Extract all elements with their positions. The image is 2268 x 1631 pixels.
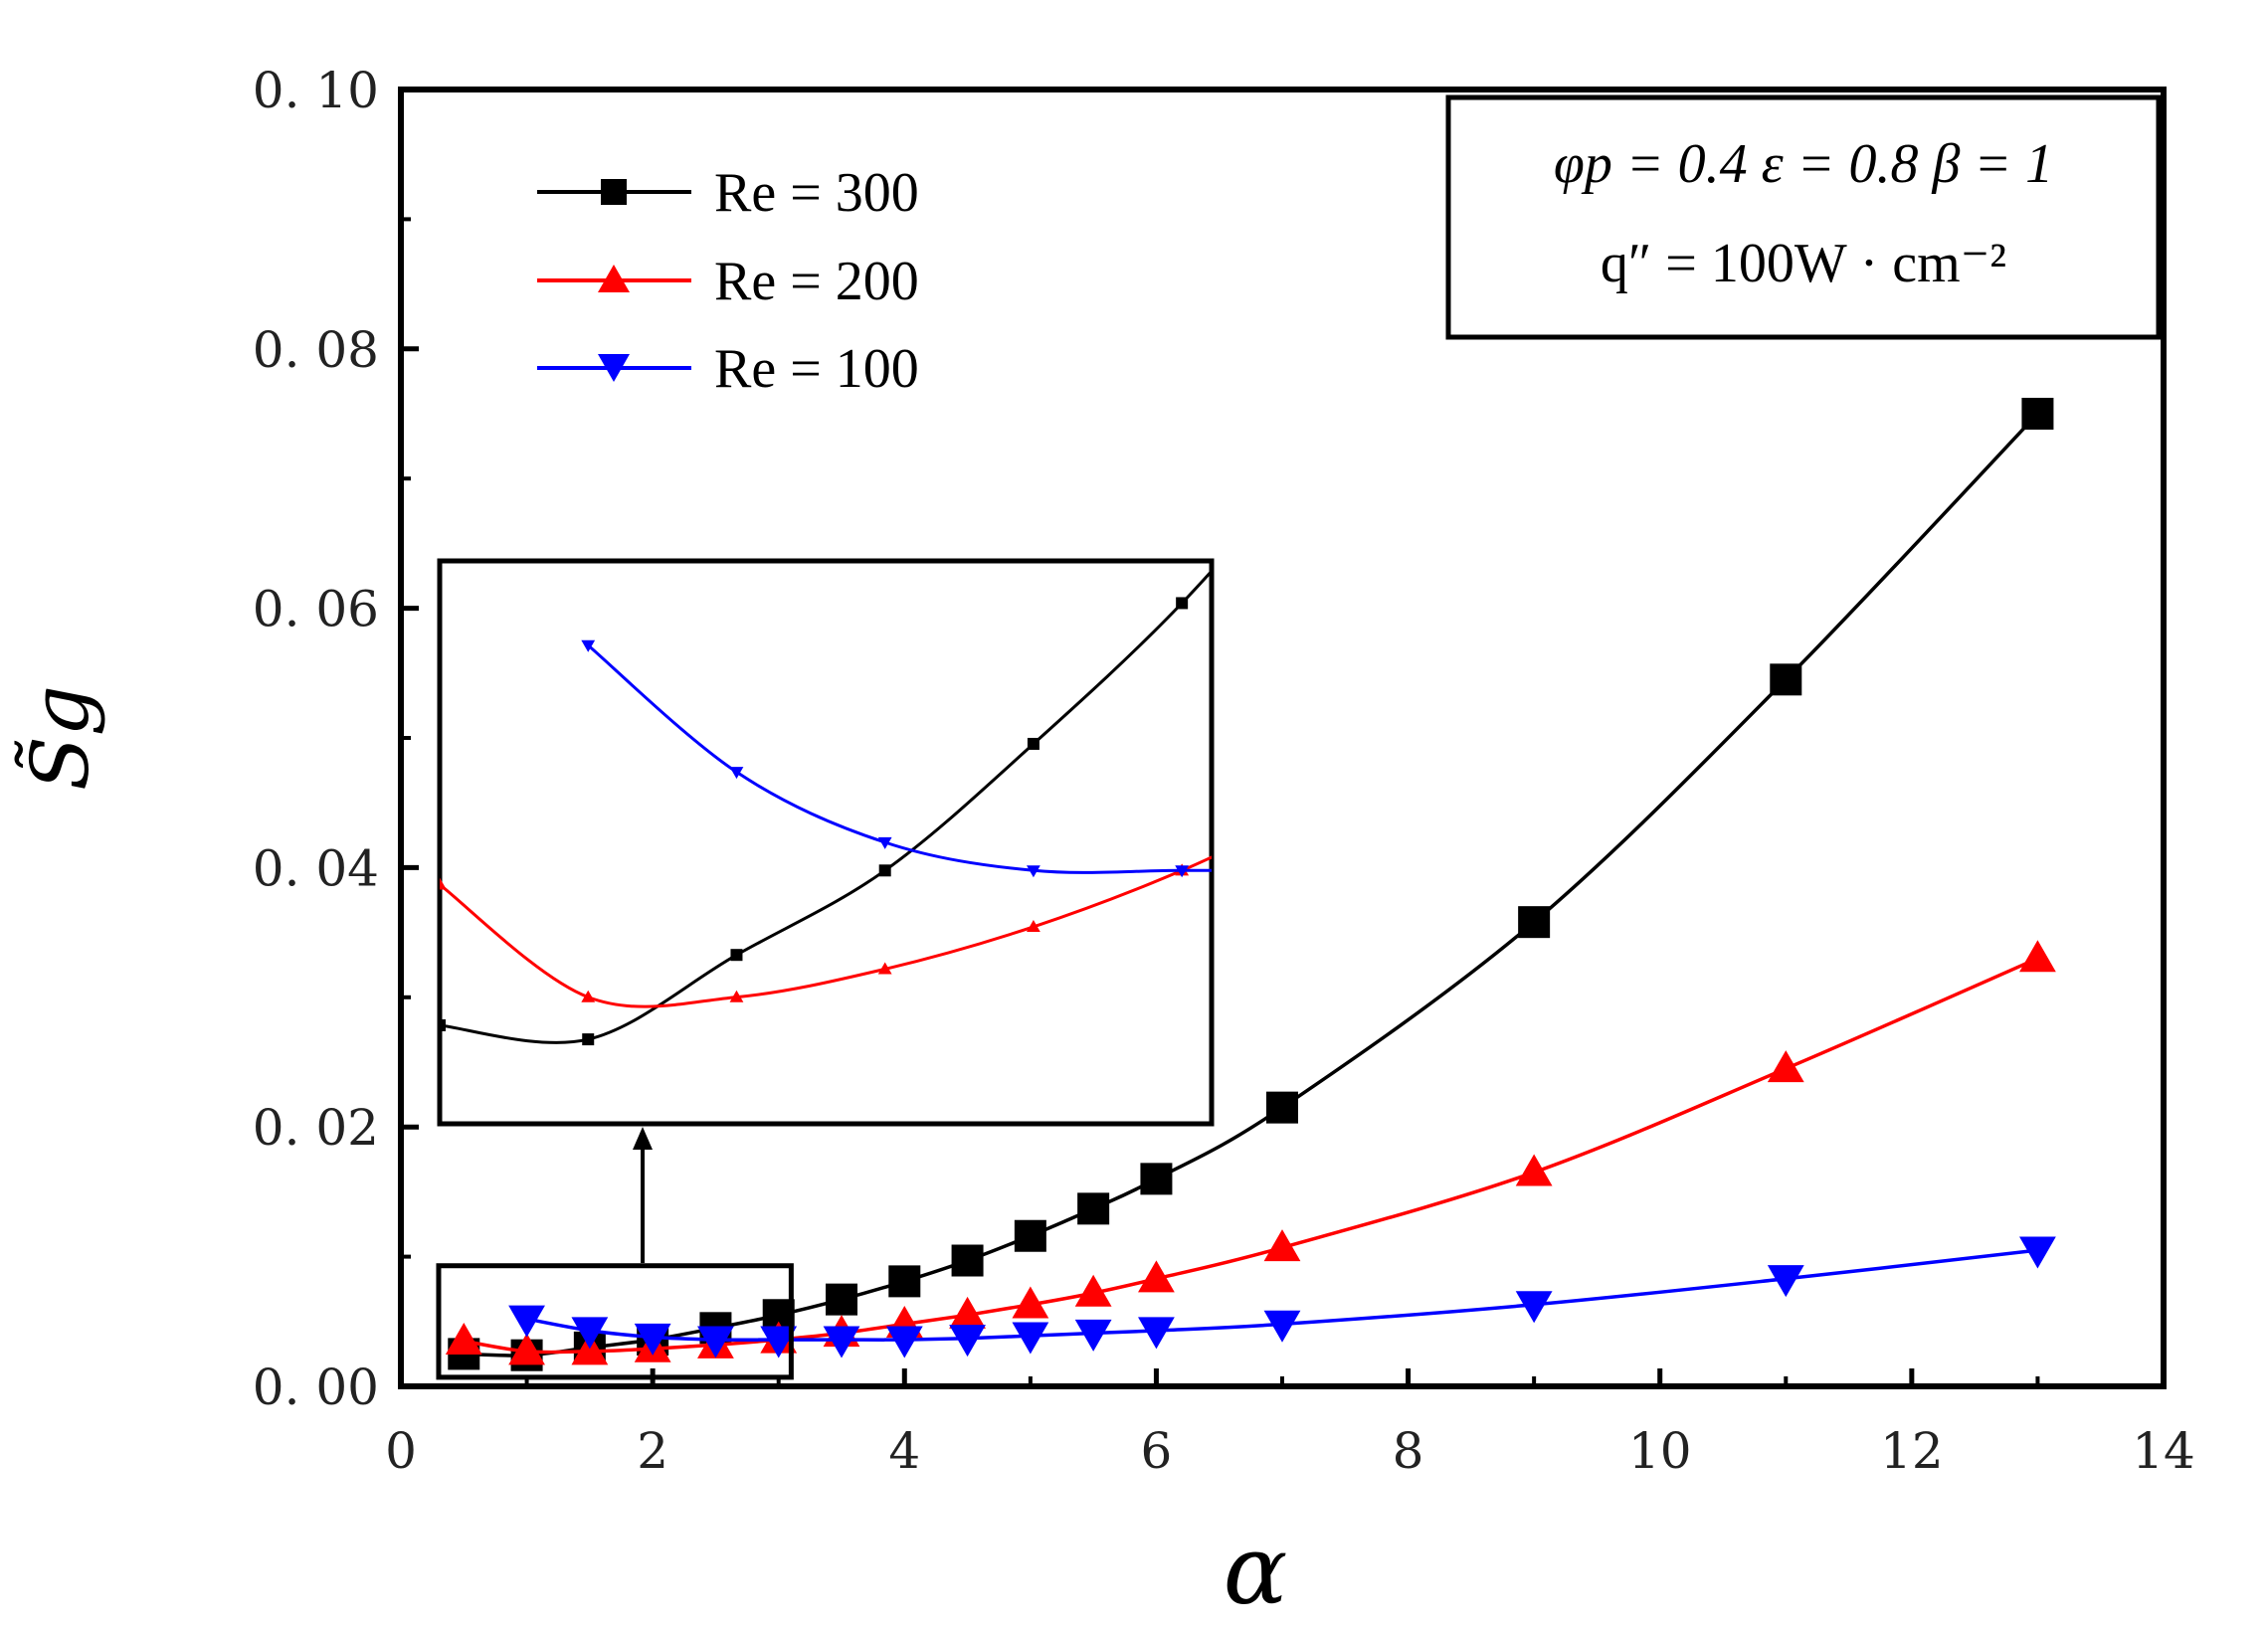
x-tick-label: 10 xyxy=(1628,1422,1692,1480)
series-line-2 xyxy=(526,1248,2038,1343)
data-point xyxy=(951,1244,984,1277)
inset-point xyxy=(440,1018,446,1031)
data-point xyxy=(826,1283,857,1316)
svg-text:S̃g: S̃g xyxy=(13,685,106,791)
x-tick-label: 6 xyxy=(1141,1422,1173,1480)
data-point xyxy=(1140,1163,1173,1195)
inset-frame xyxy=(437,558,1215,1127)
data-point xyxy=(1515,1154,1553,1186)
y-axis-title: S̃g xyxy=(13,685,106,791)
x-tick-label: 0 xyxy=(385,1422,417,1480)
x-tick-label: 12 xyxy=(1880,1422,1944,1480)
y-tick-label: 0. 10 xyxy=(253,62,379,119)
inset-point xyxy=(1027,737,1040,750)
axis-ticks xyxy=(398,87,2167,1389)
inset-point xyxy=(1176,597,1189,610)
data-point xyxy=(1138,1260,1175,1293)
data-point xyxy=(1012,1322,1049,1355)
x-axis-title: α xyxy=(1224,1515,1288,1626)
inset-line-2 xyxy=(587,643,1212,874)
data-point xyxy=(1012,1286,1049,1319)
inset-point xyxy=(729,990,744,1002)
data-point xyxy=(2021,398,2054,430)
inset-point xyxy=(730,949,743,962)
data-point xyxy=(571,1317,609,1350)
data-point xyxy=(634,1323,671,1356)
x-tick-label: 4 xyxy=(888,1422,920,1480)
y-tick-label: 0. 08 xyxy=(253,321,379,379)
data-point xyxy=(1263,1229,1301,1262)
legend-marker-re300 xyxy=(601,179,627,205)
zoom-region-box xyxy=(436,1263,794,1380)
inset-point xyxy=(878,864,891,877)
inset-point xyxy=(581,639,596,652)
data-point xyxy=(2019,1236,2056,1269)
data-point xyxy=(888,1265,921,1298)
data-point xyxy=(697,1326,734,1359)
legend: Re = 300 Re = 200 Re = 100 xyxy=(537,162,919,400)
y-tick-label: 0. 02 xyxy=(253,1099,379,1157)
data-point xyxy=(508,1333,545,1365)
data-point xyxy=(1770,663,1802,696)
data-point xyxy=(760,1326,798,1359)
data-point xyxy=(1266,1091,1298,1124)
data-point xyxy=(508,1305,545,1338)
legend-label-re200: Re = 200 xyxy=(714,251,919,312)
inset-layer xyxy=(440,569,1212,1046)
data-point xyxy=(571,1333,609,1365)
data-point xyxy=(1515,1291,1553,1324)
legend-marker-re100 xyxy=(598,354,630,382)
data-point xyxy=(1014,1219,1046,1252)
data-point xyxy=(1518,906,1551,939)
inset-point xyxy=(581,990,596,1002)
legend-marker-re200 xyxy=(598,265,630,292)
data-point xyxy=(885,1326,923,1359)
data-point xyxy=(1138,1317,1175,1350)
data-point xyxy=(823,1326,860,1359)
data-point xyxy=(2019,940,2056,973)
inset-point xyxy=(440,877,447,890)
zoom-arrow-head xyxy=(633,1127,653,1150)
parameter-line-1: φp = 0.4 ε = 0.8 β = 1 xyxy=(1554,133,2053,195)
data-point xyxy=(1074,1319,1112,1352)
inset-point xyxy=(877,962,892,975)
y-tick-label: 0. 06 xyxy=(253,581,379,638)
inset-point xyxy=(1027,920,1040,932)
series-layer xyxy=(445,398,2056,1371)
x-tick-label: 14 xyxy=(2132,1422,2195,1480)
parameter-box-frame xyxy=(1445,94,2162,340)
y-tick-label: 0. 00 xyxy=(253,1359,379,1416)
data-point xyxy=(1767,1050,1804,1083)
y-tick-labels: 0. 00 0. 02 0. 04 0. 06 0. 08 0. 10 xyxy=(253,62,379,1416)
inset-point xyxy=(1175,865,1190,878)
y-tick-label: 0. 04 xyxy=(253,839,379,897)
data-point xyxy=(949,1325,986,1358)
legend-label-re100: Re = 100 xyxy=(714,338,919,400)
data-point xyxy=(1263,1310,1301,1343)
data-point xyxy=(1074,1274,1112,1307)
x-tick-label: 2 xyxy=(637,1422,668,1480)
data-point xyxy=(445,1322,482,1355)
data-point xyxy=(949,1296,986,1329)
x-tick-label: 8 xyxy=(1393,1422,1424,1480)
legend-label-re300: Re = 300 xyxy=(714,162,919,224)
inset-point xyxy=(582,1033,595,1046)
parameter-box: φp = 0.4 ε = 0.8 β = 1 q″ = 100W · cm⁻² xyxy=(1445,94,2162,340)
x-tick-labels: 0 2 4 6 8 10 12 14 xyxy=(385,1422,2195,1480)
inset-point xyxy=(729,767,744,780)
data-point xyxy=(1077,1192,1110,1225)
inset-point xyxy=(877,836,892,849)
inset-point xyxy=(1027,865,1040,878)
parameter-line-2: q″ = 100W · cm⁻² xyxy=(1601,233,2006,294)
data-point xyxy=(1767,1265,1804,1298)
